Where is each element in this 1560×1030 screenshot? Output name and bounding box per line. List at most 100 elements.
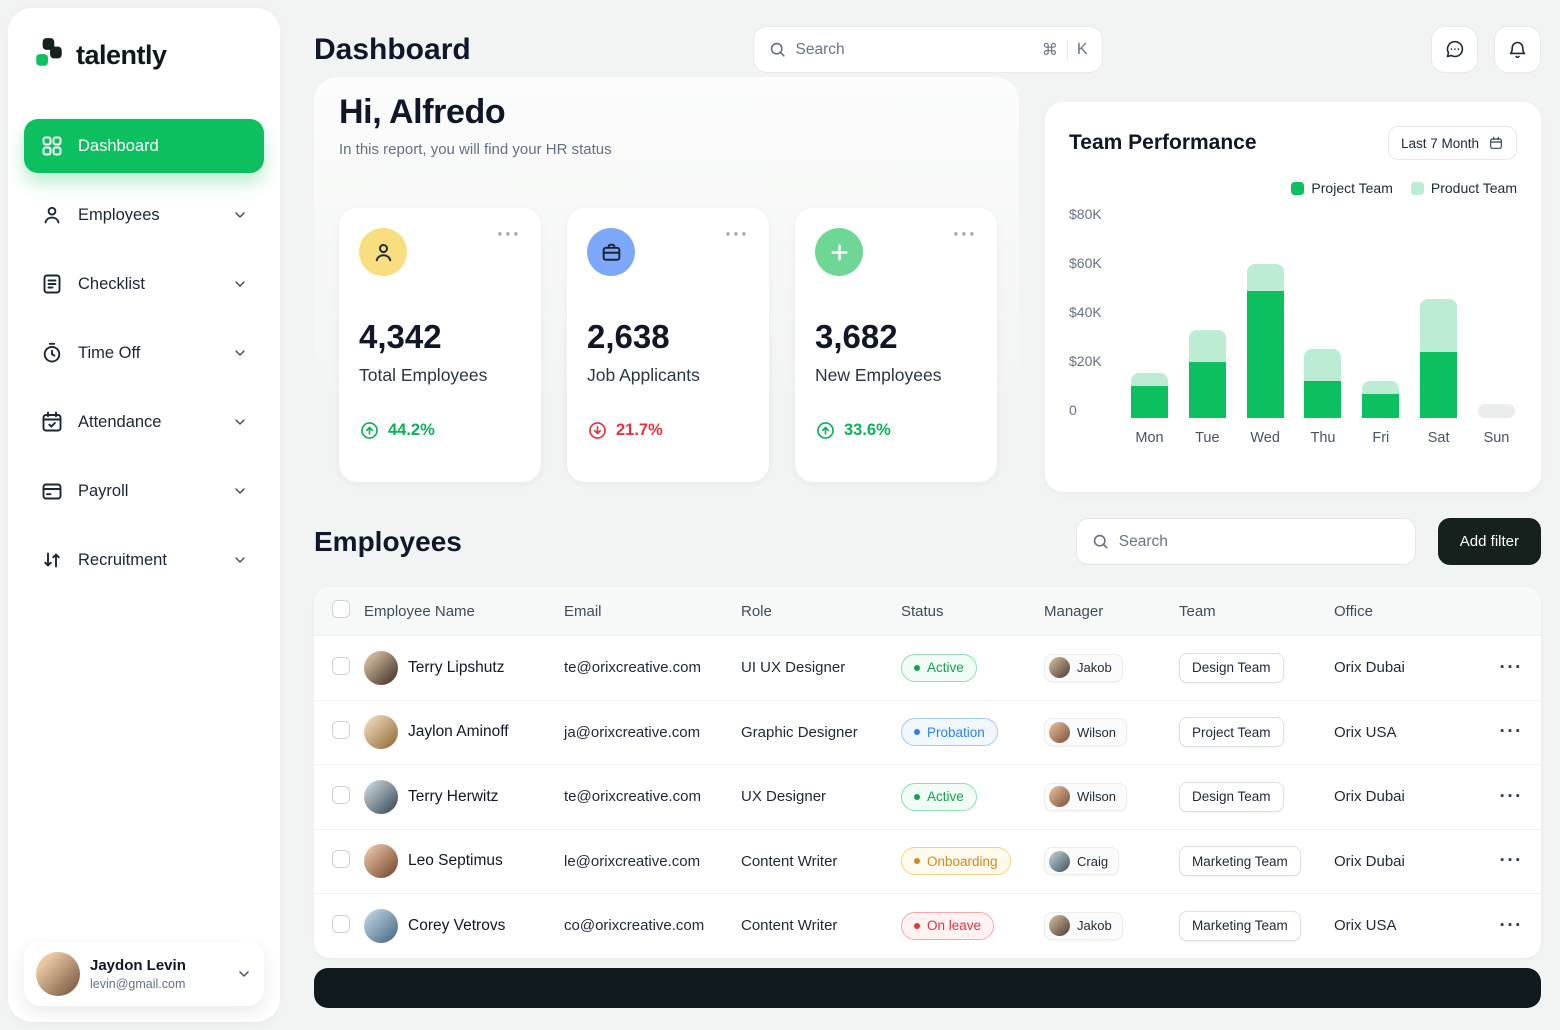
employee-role: UX Designer — [741, 788, 827, 806]
chart-bar-fri — [1362, 381, 1400, 418]
sidebar-nav: Dashboard Employees Checklist Time Off Atten… — [24, 119, 264, 587]
chevron-down-icon — [232, 345, 248, 361]
employees-title: Employees — [314, 525, 462, 557]
chart-y-labels: $80K $60K $40K $20K 0 — [1069, 206, 1113, 418]
column-header: Manager — [1044, 602, 1104, 620]
chart-legend: Project Team Product Team — [1069, 180, 1517, 196]
chevron-down-icon — [232, 483, 248, 499]
messages-button[interactable] — [1431, 26, 1478, 73]
employees-search-input[interactable] — [1118, 532, 1401, 551]
team-chip: Marketing Team — [1179, 846, 1301, 877]
employee-email: te@orixcreative.com — [564, 659, 701, 677]
briefcase-icon — [587, 228, 635, 276]
status-badge: Active — [901, 653, 977, 682]
row-menu-button[interactable]: ··· — [1499, 656, 1523, 678]
x-axis-label: Mon — [1135, 430, 1164, 446]
manager-chip: Wilson — [1044, 782, 1128, 811]
global-search[interactable]: ⌘ K — [752, 26, 1103, 73]
avatar — [364, 779, 398, 814]
search-icon — [1093, 534, 1108, 549]
card-menu-button[interactable]: ··· — [497, 223, 521, 246]
avatar — [1049, 850, 1070, 872]
sidebar-item-attendance[interactable]: Attendance — [24, 395, 264, 449]
sidebar-item-label: Time Off — [78, 343, 141, 362]
x-axis-label: Sat — [1427, 430, 1450, 446]
sidebar-item-payroll[interactable]: Payroll — [24, 464, 264, 518]
page-title: Dashboard — [314, 32, 471, 66]
column-header: Employee Name — [364, 602, 475, 620]
chart-title: Team Performance — [1069, 131, 1257, 154]
sidebar-item-employees[interactable]: Employees — [24, 188, 264, 242]
stat-card: ··· 2,638 Job Applicants 21.7% — [567, 208, 769, 482]
row-menu-button[interactable]: ··· — [1499, 850, 1523, 872]
employee-name: Jaylon Aminoff — [408, 723, 509, 741]
search-input[interactable] — [795, 40, 1033, 59]
card-menu-button[interactable]: ··· — [725, 223, 749, 246]
grid-icon — [40, 134, 64, 158]
person-icon — [359, 228, 407, 276]
stat-cards: ··· 4,342 Total Employees 44.2% ··· 2,63… — [339, 208, 997, 482]
status-badge: Onboarding — [901, 847, 1011, 876]
row-checkbox[interactable] — [332, 850, 350, 869]
chart-bar-thu — [1304, 349, 1342, 418]
avatar — [36, 952, 80, 996]
keyboard-shortcut: ⌘ K — [1041, 39, 1088, 60]
x-axis-label: Tue — [1195, 430, 1220, 446]
avatar — [1049, 721, 1070, 743]
column-header: Office — [1334, 602, 1373, 620]
chart-bars — [1113, 206, 1517, 418]
bell-icon — [1509, 41, 1526, 59]
stat-label: Total Employees — [359, 365, 488, 385]
legend-item: Project Team — [1291, 180, 1393, 196]
avatar — [364, 650, 398, 685]
sidebar-item-checklist[interactable]: Checklist — [24, 257, 264, 311]
sidebar-item-dashboard[interactable]: Dashboard — [24, 119, 264, 173]
stat-value: 3,682 — [815, 318, 898, 355]
greeting-title: Hi, Alfredo — [339, 93, 506, 131]
employee-email: le@orixcreative.com — [564, 852, 701, 870]
employees-search[interactable] — [1075, 518, 1416, 565]
period-selector[interactable]: Last 7 Month — [1387, 126, 1517, 160]
select-all-checkbox[interactable] — [332, 600, 350, 618]
greeting-subtitle: In this report, you will find your HR st… — [339, 141, 612, 158]
card-menu-button[interactable]: ··· — [953, 223, 977, 246]
avatar — [364, 908, 398, 943]
x-axis-label: Fri — [1372, 430, 1390, 446]
row-menu-button[interactable]: ··· — [1499, 785, 1523, 807]
trend-down-icon — [587, 420, 608, 441]
row-checkbox[interactable] — [332, 785, 350, 804]
person-icon — [40, 203, 64, 227]
trend-up-icon — [815, 420, 836, 441]
stat-delta: 21.7% — [587, 420, 749, 441]
row-menu-button[interactable]: ··· — [1499, 721, 1523, 743]
employee-name: Corey Vetrovs — [408, 916, 506, 934]
manager-chip: Craig — [1044, 847, 1120, 875]
chevron-down-icon[interactable] — [236, 966, 252, 982]
hero-row: Hi, Alfredo In this report, you will fin… — [314, 77, 1541, 492]
stat-delta: 33.6% — [815, 420, 977, 441]
chart-bar-sun — [1477, 404, 1515, 418]
main-content: Dashboard ⌘ K Hi — [288, 0, 1560, 1030]
search-icon — [770, 42, 785, 57]
column-header: Team — [1179, 602, 1216, 620]
stat-value: 2,638 — [587, 318, 670, 355]
chevron-down-icon — [232, 552, 248, 568]
add-filter-button[interactable]: Add filter — [1437, 518, 1541, 565]
user-card[interactable]: Jaydon Levin levin@gmail.com — [24, 942, 264, 1006]
row-checkbox[interactable] — [332, 721, 350, 740]
legend-item: Product Team — [1410, 180, 1517, 196]
row-checkbox[interactable] — [332, 656, 350, 675]
chart-bar-mon — [1131, 373, 1168, 418]
app-name: talently — [76, 40, 167, 70]
row-checkbox[interactable] — [332, 914, 350, 933]
recruitment-icon — [40, 548, 64, 572]
team-chip: Design Team — [1179, 781, 1284, 812]
sidebar-item-recruitment[interactable]: Recruitment — [24, 533, 264, 587]
employee-email: co@orixcreative.com — [564, 917, 705, 935]
row-menu-button[interactable]: ··· — [1499, 914, 1523, 936]
employee-email: te@orixcreative.com — [564, 788, 701, 806]
sidebar-item-time-off[interactable]: Time Off — [24, 326, 264, 380]
employee-role: Content Writer — [741, 852, 838, 870]
avatar — [1049, 915, 1070, 936]
notifications-button[interactable] — [1494, 26, 1541, 73]
